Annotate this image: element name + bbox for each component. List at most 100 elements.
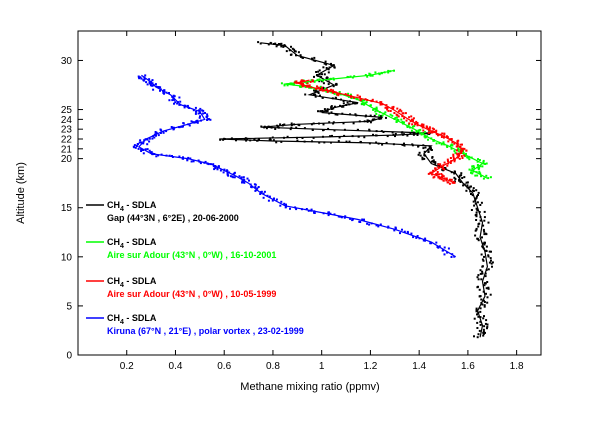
data-point: [145, 81, 148, 84]
data-point: [148, 149, 151, 152]
data-point: [416, 235, 419, 237]
data-point: [324, 60, 327, 63]
data-point: [465, 152, 467, 155]
data-point: [476, 209, 479, 212]
data-point: [413, 125, 416, 128]
data-point: [416, 124, 419, 127]
data-point: [463, 176, 466, 179]
data-point: [463, 183, 466, 186]
data-point: [459, 181, 462, 183]
data-point: [366, 222, 369, 225]
data-point: [190, 160, 193, 163]
data-point: [346, 75, 349, 78]
data-point: [401, 228, 403, 231]
data-point: [429, 146, 432, 149]
data-point: [447, 160, 449, 162]
data-point: [454, 151, 457, 154]
data-point: [395, 116, 398, 119]
data-point: [484, 282, 486, 285]
data-point: [222, 138, 225, 141]
data-point: [472, 170, 475, 173]
data-point: [427, 127, 430, 130]
data-point: [299, 85, 301, 88]
data-point: [363, 99, 366, 102]
data-point: [471, 167, 474, 170]
data-point: [408, 122, 411, 125]
data-point: [391, 131, 394, 134]
data-point: [464, 155, 467, 158]
data-point: [436, 171, 439, 173]
data-point: [297, 81, 300, 84]
data-point: [209, 163, 212, 166]
data-point: [380, 72, 383, 75]
data-point: [316, 74, 318, 76]
data-point: [375, 141, 378, 144]
data-point: [481, 303, 484, 306]
data-point: [305, 208, 308, 210]
data-point: [159, 132, 162, 134]
data-point: [380, 117, 383, 120]
data-point: [425, 135, 427, 138]
data-point: [431, 173, 434, 176]
data-point: [368, 119, 371, 122]
data-point: [268, 138, 271, 141]
data-point: [461, 177, 464, 179]
data-point: [313, 211, 315, 214]
data-point: [411, 120, 414, 123]
data-point: [168, 92, 170, 94]
data-point: [311, 140, 313, 143]
data-point: [206, 113, 209, 116]
data-point: [483, 210, 486, 213]
data-point: [152, 84, 155, 87]
x-axis-ticks: 0.2 0.4 0.6 0.8 1 1.2 1.4 1.6 1.8: [120, 31, 524, 372]
data-point: [372, 108, 375, 111]
data-point: [448, 182, 451, 185]
data-point: [333, 66, 336, 69]
data-point: [395, 120, 398, 123]
data-point: [460, 147, 463, 150]
data-point: [339, 215, 342, 218]
data-point: [330, 64, 333, 66]
data-point: [151, 153, 154, 156]
data-point: [460, 155, 463, 158]
data-point: [437, 166, 440, 169]
data-point: [485, 249, 487, 252]
data-point: [331, 134, 333, 137]
data-point: [481, 272, 484, 275]
data-point: [302, 82, 305, 85]
data-point: [469, 185, 472, 188]
data-point: [483, 301, 486, 303]
data-point: [315, 87, 317, 90]
data-point: [364, 98, 367, 101]
data-point: [280, 200, 283, 203]
data-point: [450, 138, 453, 141]
data-point: [403, 121, 405, 124]
data-point: [414, 123, 417, 126]
data-point: [148, 137, 151, 140]
data-point: [483, 304, 486, 307]
data-point: [476, 321, 479, 324]
data-point: [373, 114, 376, 117]
data-point: [366, 99, 369, 101]
data-point: [422, 144, 425, 147]
data-point: [240, 176, 243, 179]
data-point: [482, 330, 485, 333]
x-tick-label: 1.6: [461, 361, 475, 372]
data-point: [275, 45, 278, 48]
legend-subscript: 4: [120, 282, 124, 289]
data-point: [430, 171, 433, 174]
data-point: [308, 84, 311, 87]
data-point: [294, 50, 297, 53]
data-point: [443, 135, 446, 138]
data-point: [394, 135, 396, 138]
data-point: [378, 111, 381, 114]
data-point: [443, 161, 446, 164]
data-point: [232, 176, 235, 179]
data-point: [333, 213, 336, 216]
data-point: [300, 82, 303, 85]
data-point: [460, 150, 463, 153]
data-point: [153, 153, 156, 155]
data-point: [321, 96, 324, 99]
data-point: [295, 81, 298, 84]
data-point: [212, 165, 215, 168]
